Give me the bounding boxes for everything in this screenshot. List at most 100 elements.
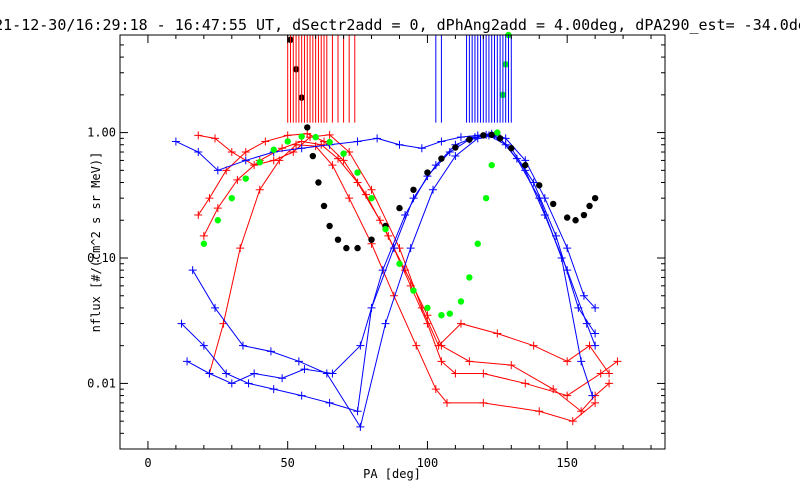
plus-marker — [591, 303, 600, 312]
fit-dot — [326, 138, 333, 146]
fit-dot — [256, 159, 263, 166]
plus-marker — [591, 341, 600, 350]
plus-marker — [188, 266, 197, 275]
fit-dot — [354, 244, 361, 252]
fit-dot — [572, 217, 579, 224]
series-green-9 — [200, 31, 512, 319]
plus-marker — [227, 148, 236, 157]
plus-marker — [211, 134, 220, 143]
plus-marker — [294, 357, 303, 366]
plus-marker — [563, 391, 572, 400]
plus-marker — [429, 185, 438, 194]
plus-marker — [412, 341, 421, 350]
series-red-3 — [194, 130, 614, 378]
plus-marker — [456, 319, 465, 328]
fit-dot — [496, 135, 504, 142]
plus-marker — [465, 357, 474, 366]
plus-marker — [213, 204, 222, 213]
plus-marker — [579, 291, 588, 300]
plus-marker — [322, 369, 331, 378]
plus-marker — [381, 319, 390, 328]
series-line — [192, 134, 596, 429]
plus-marker — [574, 303, 583, 312]
plus-marker — [297, 144, 306, 153]
series-red-10 — [287, 35, 356, 123]
fit-dot — [214, 217, 222, 224]
plus-marker — [261, 137, 270, 146]
series-red-0 — [194, 129, 622, 400]
fit-dot — [242, 175, 249, 182]
y-tick-label: 1.00 — [87, 126, 116, 140]
fit-dot — [368, 236, 375, 243]
plus-marker — [563, 357, 572, 366]
plus-marker — [334, 154, 342, 163]
fit-dot — [382, 225, 389, 233]
plus-marker — [577, 357, 586, 366]
plus-marker — [236, 244, 245, 253]
plus-marker — [269, 385, 278, 394]
plus-marker — [588, 391, 597, 400]
series-line — [197, 133, 618, 397]
plus-marker — [389, 244, 398, 253]
plus-marker — [417, 144, 426, 153]
plus-marker — [406, 244, 415, 253]
plus-marker — [353, 178, 362, 187]
plus-marker — [434, 341, 443, 350]
plus-marker — [292, 140, 301, 149]
plus-marker — [227, 379, 236, 388]
plus-marker — [325, 398, 334, 407]
x-axis-label: PA [deg] — [363, 467, 421, 481]
plus-marker — [521, 379, 530, 388]
plus-marker — [328, 161, 337, 170]
plus-marker — [278, 374, 287, 383]
plus-marker — [266, 347, 275, 356]
fit-dot — [591, 194, 599, 202]
plus-marker — [378, 266, 387, 275]
fit-dot — [424, 169, 431, 176]
fit-dot — [424, 304, 431, 312]
series-blue-4 — [171, 129, 600, 312]
fit-dot — [410, 186, 417, 193]
plus-marker — [456, 133, 465, 142]
plus-marker — [241, 148, 250, 157]
series-line — [208, 144, 596, 422]
plus-marker — [345, 148, 354, 157]
fit-dot — [494, 129, 501, 136]
fit-dot — [340, 150, 347, 157]
plus-marker — [613, 357, 622, 366]
plus-marker — [211, 303, 220, 312]
y-axis-label: nflux [#/(cm^2 s sr MeV)] — [89, 152, 103, 333]
plus-marker — [605, 369, 614, 378]
fit-dot — [580, 211, 588, 219]
fit-dot — [284, 138, 291, 145]
plus-marker — [437, 357, 446, 366]
series-blue-5 — [177, 131, 600, 416]
series-blue-6 — [183, 130, 597, 400]
plus-marker — [317, 140, 326, 149]
fit-dot — [536, 182, 543, 189]
fit-dot — [410, 287, 417, 294]
plus-marker — [395, 140, 404, 149]
fit-dot — [396, 260, 403, 267]
plus-marker — [451, 152, 460, 161]
y-tick-label: 0.01 — [87, 376, 116, 390]
plus-marker — [171, 137, 180, 146]
fit-dot — [270, 146, 277, 153]
plus-marker — [297, 391, 306, 400]
fit-dot — [452, 144, 459, 151]
fit-dot — [354, 169, 361, 176]
plus-marker — [563, 244, 572, 253]
fit-dot — [522, 161, 529, 169]
fit-dot — [228, 194, 235, 202]
plus-marker — [479, 369, 488, 378]
plus-marker — [183, 357, 192, 366]
plus-marker — [375, 216, 384, 225]
plus-marker — [205, 369, 214, 378]
plus-marker — [250, 161, 259, 170]
plus-marker — [255, 185, 264, 194]
plus-marker — [507, 361, 516, 370]
y-tick-label: 0.10 — [87, 251, 116, 265]
fit-dot — [368, 194, 375, 202]
plus-marker — [222, 369, 231, 378]
plus-marker — [241, 156, 250, 165]
